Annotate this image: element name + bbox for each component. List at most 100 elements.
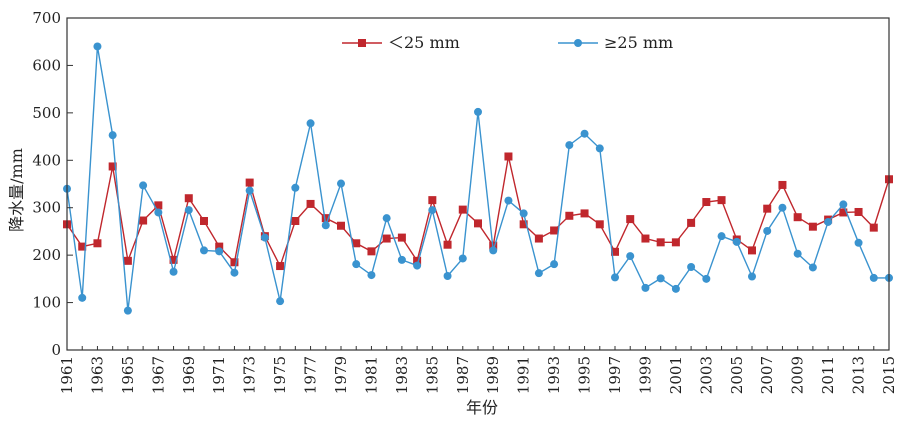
data-point — [93, 239, 102, 248]
legend-marker — [358, 39, 366, 47]
x-tick-label: 1969 — [180, 356, 198, 394]
data-point — [352, 239, 361, 248]
data-point — [748, 272, 756, 281]
data-point — [108, 131, 117, 140]
data-point — [656, 238, 665, 247]
data-point — [367, 271, 376, 280]
data-point — [413, 261, 422, 270]
data-point — [443, 272, 452, 281]
y-tick-label: 700 — [32, 9, 61, 27]
data-point — [154, 201, 163, 210]
data-point — [154, 208, 163, 217]
data-point — [808, 222, 817, 231]
data-point — [534, 234, 543, 243]
data-point — [397, 233, 406, 242]
data-point — [504, 152, 513, 161]
y-tick-label: 400 — [32, 151, 61, 169]
data-point — [839, 200, 848, 209]
data-point — [139, 216, 148, 225]
data-point — [200, 216, 208, 225]
data-point — [306, 199, 315, 208]
data-point — [550, 226, 559, 235]
legend-item: ＜25 mm — [342, 33, 460, 52]
data-point — [78, 242, 87, 251]
data-point — [230, 268, 239, 277]
data-point — [215, 242, 224, 251]
data-point — [839, 208, 848, 217]
data-point — [565, 141, 574, 150]
x-tick-label: 1973 — [241, 356, 259, 394]
data-point — [382, 214, 391, 223]
data-point — [474, 219, 482, 228]
data-point — [808, 263, 817, 272]
y-tick-label: 500 — [32, 104, 61, 122]
x-tick-label: 1979 — [332, 356, 350, 394]
data-point — [184, 206, 193, 215]
data-point — [337, 179, 345, 188]
data-point — [702, 274, 711, 283]
data-point — [245, 178, 254, 187]
data-point — [869, 273, 878, 282]
data-point — [382, 234, 391, 243]
data-point — [200, 246, 208, 255]
data-point — [702, 198, 711, 207]
legend-marker — [574, 39, 582, 47]
axis-layer: 0 100 200 300 400 500 600 700 1961 1963 1965 1967 19… — [32, 9, 898, 394]
x-tick-label: 1981 — [362, 356, 380, 394]
data-point — [474, 107, 482, 116]
data-point — [793, 249, 802, 258]
data-point — [139, 181, 148, 190]
data-point — [78, 293, 87, 302]
x-tick-label: 1961 — [58, 356, 76, 394]
data-point — [93, 42, 102, 51]
data-point — [306, 119, 315, 128]
data-point — [321, 214, 330, 223]
data-point — [671, 238, 680, 247]
x-tick-label: 1993 — [545, 356, 563, 394]
x-tick-label: 2015 — [880, 356, 898, 394]
data-point — [215, 247, 224, 256]
data-point — [869, 223, 878, 232]
data-point — [519, 209, 528, 218]
x-tick-label: 1965 — [119, 356, 137, 394]
data-point — [641, 234, 650, 243]
data-point — [276, 297, 285, 306]
data-point — [352, 260, 361, 269]
data-point — [276, 262, 285, 271]
data-point — [397, 255, 406, 264]
data-point — [291, 183, 300, 192]
data-point — [428, 206, 437, 215]
data-point — [367, 247, 376, 256]
data-point — [169, 267, 178, 276]
data-point — [641, 283, 650, 292]
data-point — [854, 207, 863, 216]
data-point — [626, 215, 635, 224]
data-point — [534, 269, 543, 278]
x-tick-label: 1999 — [636, 356, 654, 394]
data-point — [778, 180, 787, 189]
data-point — [443, 240, 452, 249]
data-point — [763, 226, 772, 235]
data-point — [793, 213, 802, 222]
series-2 — [63, 42, 893, 315]
data-point — [108, 162, 117, 171]
data-point — [778, 203, 787, 212]
data-point — [565, 211, 574, 220]
data-point — [123, 306, 132, 315]
x-tick-label: 1995 — [576, 356, 594, 394]
y-tick-label: 300 — [32, 199, 61, 217]
data-point — [671, 284, 680, 293]
data-point — [763, 204, 772, 213]
y-tick-label: 100 — [32, 294, 61, 312]
data-point — [428, 196, 437, 205]
x-axis-title: 年份 — [466, 398, 498, 417]
data-point — [717, 196, 726, 205]
data-point — [550, 260, 559, 269]
y-tick-label: 600 — [32, 56, 61, 74]
data-point — [184, 194, 193, 203]
data-point — [489, 246, 498, 255]
x-tick-label: 1975 — [271, 356, 289, 394]
y-tick-label: 0 — [51, 341, 61, 359]
data-point — [656, 274, 665, 283]
